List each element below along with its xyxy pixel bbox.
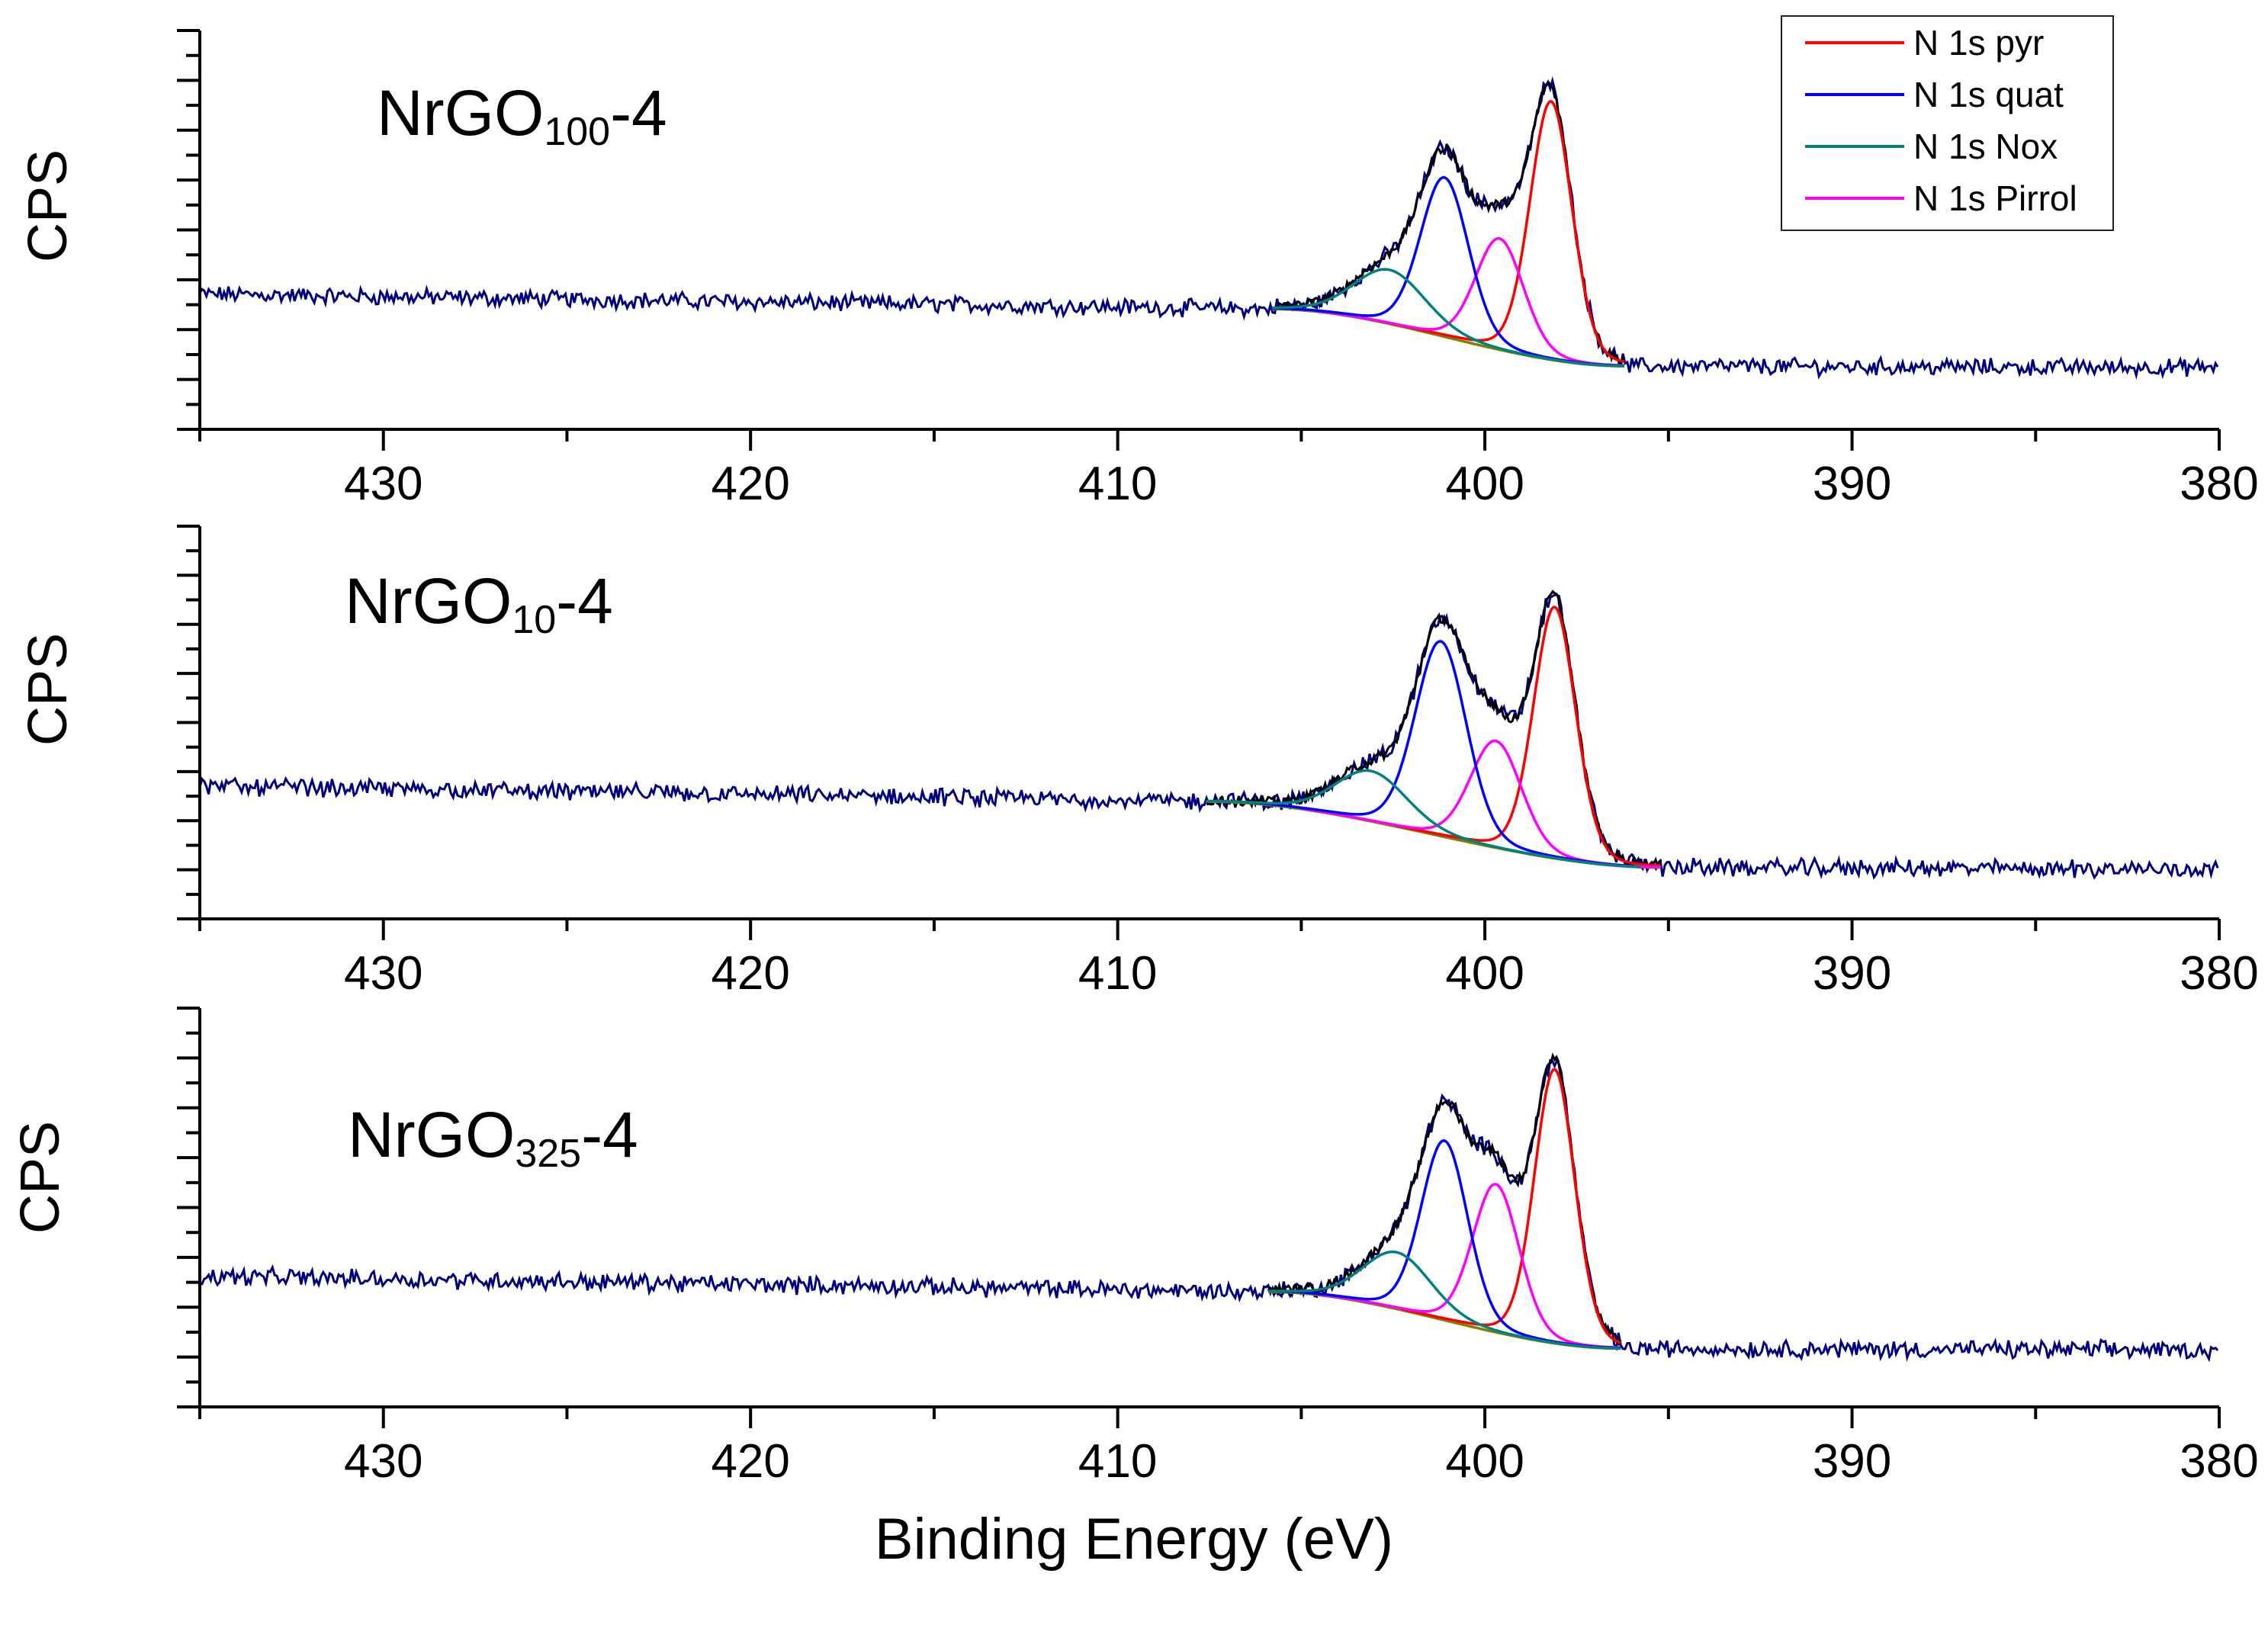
legend-entry-pirrol: N 1s Pirrol xyxy=(1782,172,2077,224)
x-tick-label: 390 xyxy=(1813,947,1891,1000)
fit-envelope-line xyxy=(1271,81,1626,365)
sample-label-subscript: 325 xyxy=(515,1132,582,1176)
panel-2-y-axis-label: CPS xyxy=(18,632,79,746)
legend-swatch xyxy=(1805,145,1904,148)
sample-label-base: NrGO xyxy=(377,77,545,149)
x-tick-label: 410 xyxy=(1078,458,1157,510)
legend-swatch xyxy=(1805,93,1904,96)
peak-pyr-line xyxy=(1396,605,1661,867)
x-tick-label: 420 xyxy=(711,458,789,510)
panel-3: 430 420 410 400 390 380 xyxy=(177,1007,2259,1488)
x-tick-label: 430 xyxy=(344,1435,422,1488)
legend-swatch xyxy=(1805,197,1904,200)
peak-nox-line xyxy=(1271,268,1624,368)
x-tick-label: 390 xyxy=(1813,458,1891,510)
raw-spectrum-line xyxy=(199,1058,2219,1363)
x-tick-label: 400 xyxy=(1445,458,1524,510)
peak-nox-line xyxy=(1268,1250,1621,1350)
x-tick-label: 400 xyxy=(1445,947,1524,1000)
legend-label: N 1s pyr xyxy=(1913,23,2045,63)
panel-1: 430 420 410 400 390 380 xyxy=(177,29,2259,510)
raw-spectrum-line xyxy=(198,75,2219,380)
sample-label-suffix: -4 xyxy=(581,1099,638,1171)
sample-label-base: NrGO xyxy=(348,1099,516,1171)
x-tick-label: 410 xyxy=(1078,1435,1157,1488)
background-line xyxy=(1271,307,1624,368)
sample-label-suffix: -4 xyxy=(610,77,667,149)
legend-label: N 1s Pirrol xyxy=(1913,178,2077,218)
legend-label: N 1s quat xyxy=(1913,75,2064,114)
x-tick-label: 380 xyxy=(2180,458,2258,510)
x-tick-label: 400 xyxy=(1445,1435,1524,1488)
x-tick-label: 430 xyxy=(344,458,422,510)
peak-quat-line xyxy=(1247,640,1635,868)
legend-entry-nox: N 1s Nox xyxy=(1782,120,2058,172)
legend: N 1s pyr N 1s quat N 1s Nox N 1s Pirrol xyxy=(1781,15,2114,231)
x-tick-label: 420 xyxy=(711,947,789,1000)
x-tick-label: 380 xyxy=(2180,947,2258,1000)
x-tick-label: 390 xyxy=(1813,1435,1891,1488)
sample-label-base: NrGO xyxy=(345,565,512,637)
panel-2: 430 420 410 400 390 380 xyxy=(177,525,2259,1000)
peak-pyr-line xyxy=(1401,1068,1621,1344)
legend-label: N 1s Nox xyxy=(1913,127,2058,166)
x-tick-label: 420 xyxy=(711,1435,789,1488)
sample-label-subscript: 100 xyxy=(544,110,611,154)
legend-swatch xyxy=(1805,41,1904,44)
peak-pyr-line xyxy=(1392,99,1625,364)
panel-1-sample-label: NrGO100-4 xyxy=(377,76,667,155)
sample-label-suffix: -4 xyxy=(556,565,613,637)
panel-3-sample-label: NrGO325-4 xyxy=(348,1098,638,1177)
peak-nox-line xyxy=(1206,769,1641,869)
x-tick-label: 380 xyxy=(2180,1435,2258,1488)
peak-quat-line xyxy=(1268,1139,1621,1350)
x-axis-label: Binding Energy (eV) xyxy=(874,1507,1394,1572)
legend-entry-quat: N 1s quat xyxy=(1782,69,2064,120)
x-tick-label: 410 xyxy=(1078,947,1157,1000)
peak-pirrol-line xyxy=(1319,1183,1621,1349)
panel-1-y-axis-label: CPS xyxy=(18,149,79,262)
panel-3-y-axis-label: CPS xyxy=(10,1120,71,1234)
sample-label-subscript: 10 xyxy=(512,598,557,642)
x-tick-label: 430 xyxy=(344,947,422,1000)
panel-2-sample-label: NrGO10-4 xyxy=(345,564,613,643)
peak-pirrol-line xyxy=(1317,236,1624,367)
legend-entry-pyr: N 1s pyr xyxy=(1782,17,2044,69)
